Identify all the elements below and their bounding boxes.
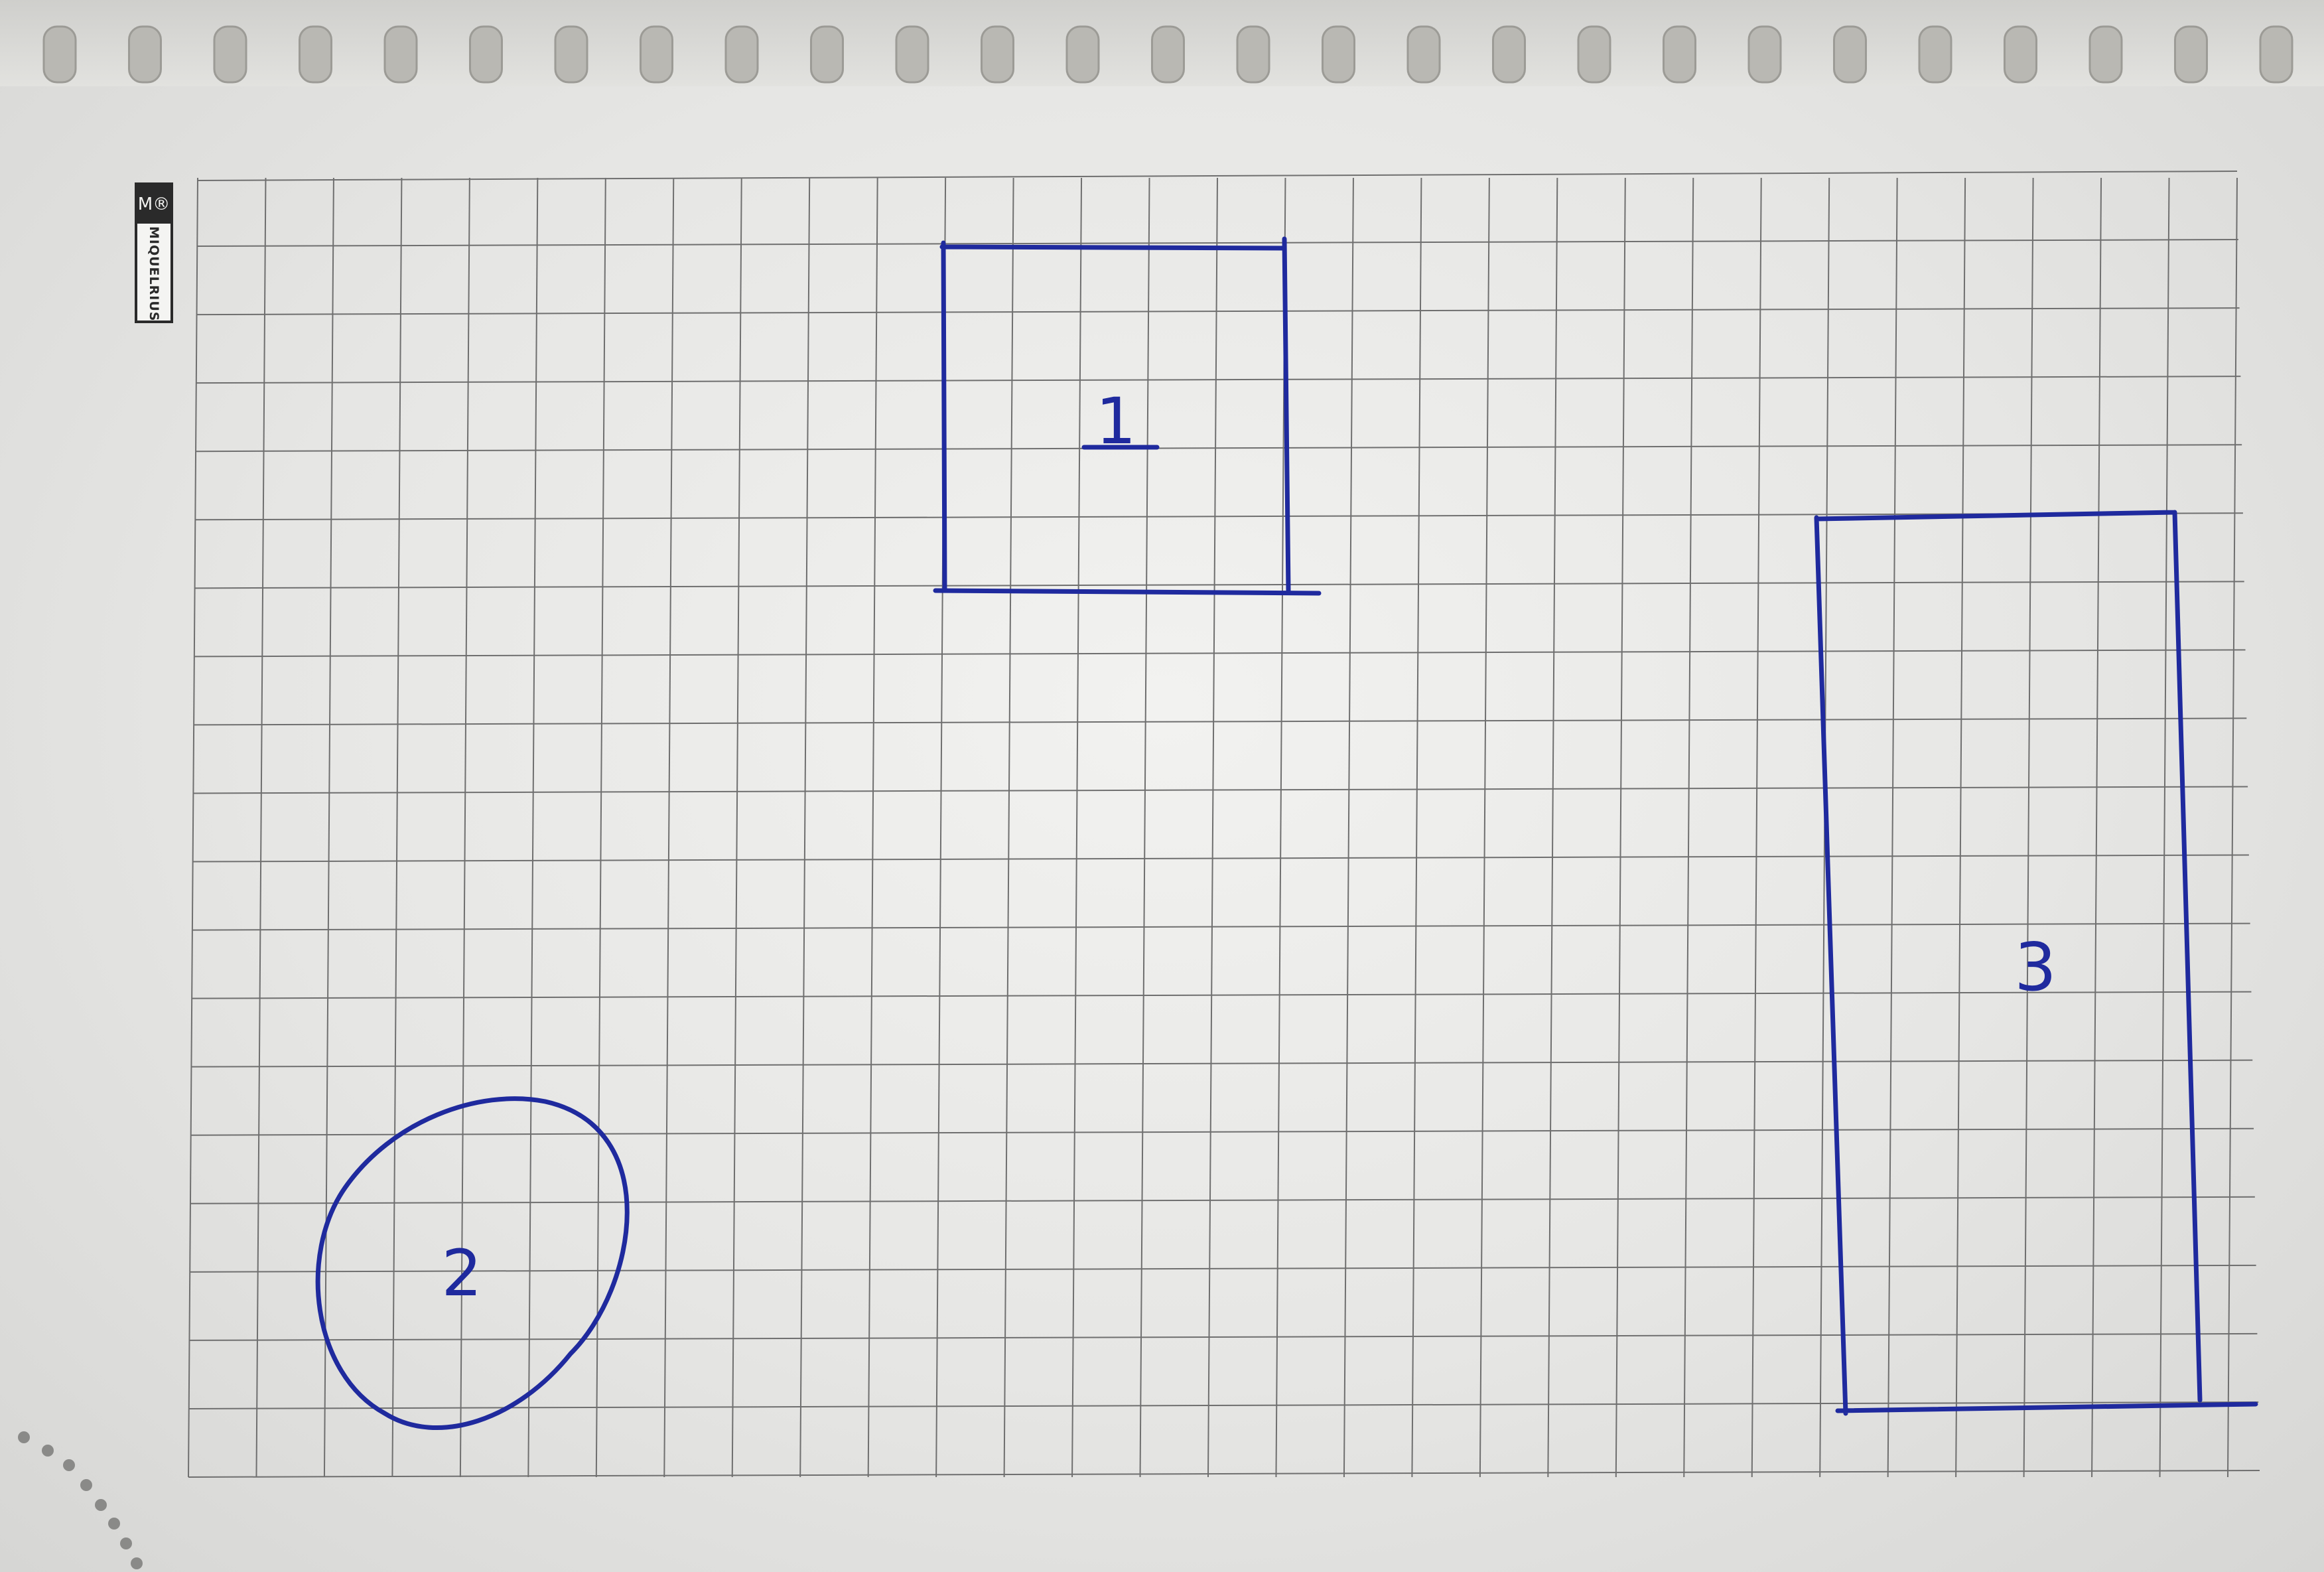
grid-line-vertical xyxy=(188,177,198,1478)
grid-line-vertical xyxy=(1275,177,1286,1478)
grid-line-horizontal xyxy=(192,854,2249,863)
grid-line-horizontal xyxy=(197,171,2238,181)
grid-line-vertical xyxy=(799,177,811,1478)
grid-line-vertical xyxy=(1615,177,1626,1478)
grid-line-vertical xyxy=(1071,177,1083,1478)
spiral-hole xyxy=(2088,25,2123,84)
grid-line-horizontal xyxy=(190,1196,2255,1204)
brand-tag: M® MIQUELRIUS xyxy=(135,182,173,323)
grid-line-horizontal xyxy=(189,1332,2258,1341)
grid-line-horizontal xyxy=(194,581,2244,589)
spiral-hole xyxy=(1065,25,1100,84)
spiral-hole xyxy=(2174,25,2208,84)
spiral-hole xyxy=(1747,25,1782,84)
grid-line-horizontal xyxy=(188,1470,2260,1478)
grid-line-vertical xyxy=(1683,177,1694,1478)
shape-label-3: 3 xyxy=(2014,928,2057,1006)
spiral-hole xyxy=(213,25,247,84)
spiral-hole xyxy=(1918,25,1952,84)
grid-line-vertical xyxy=(1343,177,1354,1478)
spiral-hole xyxy=(1322,25,1355,84)
spiral-hole xyxy=(810,25,844,84)
spiral-hole xyxy=(1406,25,1441,84)
spiral-hole xyxy=(1151,25,1185,84)
spiral-hole xyxy=(1663,25,1696,84)
spiral-hole xyxy=(2259,25,2293,84)
grid-line-vertical xyxy=(1003,177,1014,1478)
grid-line-vertical xyxy=(867,177,878,1478)
spiral-hole xyxy=(42,25,77,84)
shape-square: 1 xyxy=(933,236,1322,596)
spiral-hole xyxy=(1577,25,1611,84)
grid-line-horizontal xyxy=(190,1127,2254,1136)
grid-line-horizontal xyxy=(196,376,2241,384)
spiral-hole xyxy=(299,25,332,84)
grid-line-vertical xyxy=(323,177,334,1478)
grid-line-vertical xyxy=(1887,177,1898,1478)
spiral-hole xyxy=(1833,25,1867,84)
grid-line-vertical xyxy=(1207,177,1218,1478)
grid-line-vertical xyxy=(2091,177,2102,1478)
spiral-hole xyxy=(724,25,759,84)
grid-line-vertical xyxy=(255,177,267,1478)
shape-label-2: 2 xyxy=(441,1236,482,1311)
grid-line-vertical xyxy=(1955,177,1966,1478)
brand-name: MIQUELRIUS xyxy=(147,226,161,322)
grid-line-horizontal xyxy=(193,786,2248,794)
spiral-hole xyxy=(1492,25,1526,84)
spiral-hole xyxy=(640,25,673,84)
grid-line-vertical xyxy=(2227,177,2238,1478)
grid-line-horizontal xyxy=(190,1264,2256,1273)
grid-line-horizontal xyxy=(192,922,2250,931)
brand-logo: M® xyxy=(137,185,171,224)
grid-line-vertical xyxy=(663,177,675,1478)
grid-line-vertical xyxy=(1479,177,1490,1478)
grid-line-horizontal xyxy=(188,1401,2259,1409)
grid-line-vertical xyxy=(527,177,539,1478)
grid-line-horizontal xyxy=(194,717,2247,726)
grid-line-vertical xyxy=(2159,177,2170,1478)
spiral-hole xyxy=(981,25,1014,84)
grid-line-horizontal xyxy=(195,512,2243,521)
spiral-hole xyxy=(554,25,588,84)
grid-line-vertical xyxy=(1751,177,1762,1478)
spiral-hole xyxy=(128,25,162,84)
spiral-hole xyxy=(895,25,929,84)
grid-line-horizontal xyxy=(191,1059,2253,1068)
grid-line-horizontal xyxy=(196,307,2240,316)
grid-line-vertical xyxy=(1547,177,1558,1478)
grid-line-horizontal xyxy=(196,444,2242,453)
spiral-hole xyxy=(1236,25,1270,84)
shape-rectangle: 3 xyxy=(1814,510,2258,1416)
grid-line-horizontal xyxy=(192,991,2252,999)
shape-circle: 2 xyxy=(315,1096,630,1430)
grid-line-horizontal xyxy=(197,239,2238,248)
grid-line-vertical xyxy=(731,177,742,1478)
spiral-hole xyxy=(383,25,418,84)
spiral-holes xyxy=(42,25,2293,84)
grid-line-vertical xyxy=(459,177,470,1478)
grid-line-vertical xyxy=(1411,177,1422,1478)
grid-line-vertical xyxy=(391,177,403,1478)
grid-line-horizontal xyxy=(194,649,2246,658)
spiral-hole xyxy=(2004,25,2037,84)
spiral-hole xyxy=(469,25,503,84)
grid-line-vertical xyxy=(595,177,606,1478)
grid-line-vertical xyxy=(1139,177,1150,1478)
grid-line-vertical xyxy=(2023,177,2034,1478)
